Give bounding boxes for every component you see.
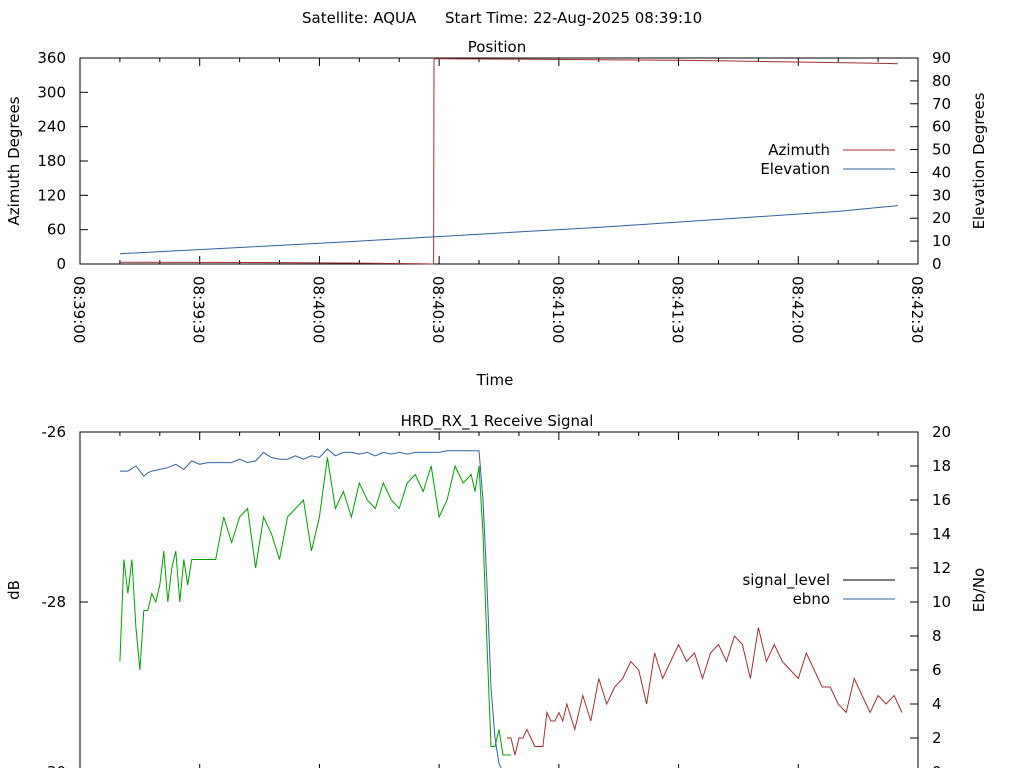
start-time-label: Start Time: 22-Aug-2025 08:39:10: [445, 9, 702, 27]
bot-ytick-label: -30: [42, 763, 67, 768]
top-y2tick-label: 90: [932, 49, 951, 67]
bot-y2tick-label: 16: [932, 491, 951, 509]
top-y2tick-label: 70: [932, 95, 951, 113]
bot-series-ebno: [119, 448, 502, 768]
receive-signal-chart: HRD_RX_1 Receive Signal -30 -28 -26 0 2 4 6 8 1…: [5, 412, 988, 768]
top-ytick-label: 300: [37, 83, 66, 101]
top-xtick-label: 08:41:00: [549, 276, 567, 343]
top-y2tick-label: 40: [932, 163, 951, 181]
top-ytick-label: 360: [37, 49, 66, 67]
bot-y2tick-label: 20: [932, 423, 951, 441]
receive-signal-x-axis: [79, 432, 919, 768]
position-y2-axis: 0 10 20 30 40 50 60 70 80 90: [910, 49, 951, 273]
top-ytick-label: 0: [56, 255, 66, 273]
position-y-axis: 0 60 120 180 240 300 360: [37, 49, 88, 273]
position-y-label: Azimuth Degrees: [5, 96, 23, 225]
top-y2tick-label: 20: [932, 209, 951, 227]
top-xtick-label: 08:39:30: [190, 276, 208, 343]
receive-signal-y-label: dB: [5, 580, 23, 600]
receive-signal-y2-label: Eb/No: [970, 568, 988, 612]
position-chart-title: Position: [468, 38, 526, 56]
top-xtick-label: 08:42:00: [788, 276, 806, 343]
top-y2tick-label: 30: [932, 186, 951, 204]
receive-signal-y2-axis: 0 2 4 6 8 10 12 14 16 18 20: [910, 423, 951, 768]
position-legend-label: Azimuth: [768, 141, 830, 159]
top-ytick-label: 120: [37, 186, 66, 204]
bot-y2tick-label: 14: [932, 525, 951, 543]
top-xtick-label: 08:41:30: [669, 276, 687, 343]
receive-signal-legend-label: signal_level: [742, 571, 830, 590]
top-xtick-label: 08:40:30: [429, 276, 447, 343]
bot-y2tick-label: 12: [932, 559, 951, 577]
position-series: [119, 58, 899, 265]
bot-y2tick-label: 4: [932, 695, 942, 713]
bot-ytick-label: -26: [42, 423, 67, 441]
top-xtick-label: 08:40:00: [309, 276, 327, 343]
bot-ytick-label: -28: [42, 593, 67, 611]
top-ytick-label: 180: [37, 152, 66, 170]
top-y2tick-label: 60: [932, 118, 951, 136]
satellite-label: Satellite: AQUA: [302, 9, 417, 27]
top-ytick-label: 240: [37, 118, 66, 136]
bot-series-signal_level: [119, 457, 511, 756]
position-y2-label: Elevation Degrees: [970, 92, 988, 229]
bot-y2tick-label: 0: [932, 763, 942, 768]
bot-y2tick-label: 6: [932, 661, 942, 679]
receive-signal-chart-title: HRD_RX_1 Receive Signal: [401, 412, 594, 431]
top-y2tick-label: 0: [932, 255, 942, 273]
receive-signal-y-axis: -30 -28 -26: [42, 423, 88, 768]
position-legend-label: Elevation: [760, 160, 830, 178]
top-ytick-label: 60: [47, 221, 66, 239]
top-series-Azimuth: [119, 58, 899, 265]
receive-signal-legend-label: ebno: [793, 590, 830, 608]
top-y2tick-label: 10: [932, 232, 951, 250]
bot-y2tick-label: 2: [932, 729, 942, 747]
top-y2tick-label: 50: [932, 141, 951, 159]
position-x-axis: 08:39:00 08:39:30 08:40:00 08:40:30 08:41:00…: [70, 58, 926, 343]
position-x-label: Time: [476, 371, 514, 389]
receive-signal-series: [119, 448, 903, 768]
position-chart: Position 0 60 120 180 240 300 360 0 10 20 30 40 50 6…: [5, 38, 988, 389]
top-y2tick-label: 80: [932, 72, 951, 90]
bot-y2tick-label: 10: [932, 593, 951, 611]
top-xtick-label: 08:39:00: [70, 276, 88, 343]
bot-y2tick-label: 18: [932, 457, 951, 475]
top-series-Elevation: [119, 205, 899, 255]
bot-y2tick-label: 8: [932, 627, 942, 645]
top-xtick-label: 08:42:30: [908, 276, 926, 343]
bot-series-signal_level_low: [507, 627, 903, 756]
